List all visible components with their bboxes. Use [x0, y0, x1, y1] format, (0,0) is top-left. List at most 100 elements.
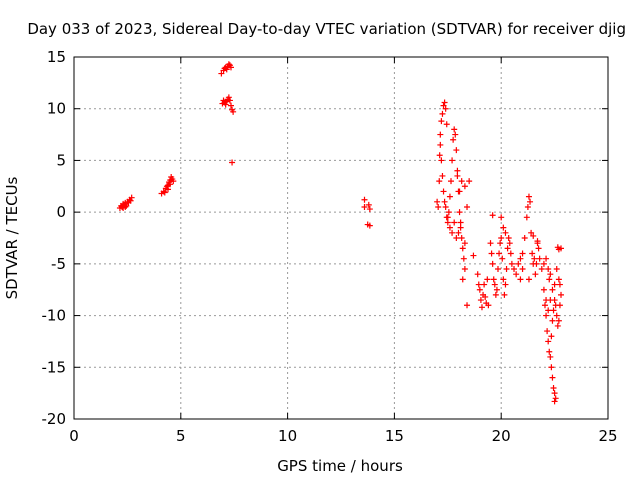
data-point: [546, 276, 553, 283]
data-point: [487, 240, 494, 247]
data-point: [558, 245, 565, 252]
y-tick-label: -5: [51, 255, 66, 273]
x-tick-label: 0: [69, 427, 79, 445]
x-tick-label: 5: [176, 427, 186, 445]
data-point: [485, 302, 492, 309]
data-point: [225, 61, 232, 68]
data-point: [554, 322, 561, 329]
data-point: [500, 224, 507, 231]
chart-title: Day 033 of 2023, Sidereal Day-to-day VTE…: [27, 20, 626, 38]
y-tick-label: -15: [42, 358, 67, 376]
data-point: [229, 159, 236, 166]
data-point: [519, 250, 526, 257]
x-tick-label: 15: [385, 427, 404, 445]
data-point: [123, 202, 130, 209]
data-point: [493, 286, 500, 293]
data-point: [477, 297, 484, 304]
y-axis-label: SDTVAR / TECUs: [3, 176, 21, 299]
data-point: [494, 266, 501, 273]
data-point: [502, 281, 509, 288]
data-point: [517, 255, 524, 262]
data-point: [551, 390, 558, 397]
y-tick-label: 0: [56, 203, 66, 221]
data-point: [538, 266, 545, 273]
data-point: [453, 147, 460, 154]
data-point: [450, 136, 457, 143]
data-point: [541, 302, 548, 309]
data-point: [435, 203, 442, 210]
data-point: [524, 203, 531, 210]
data-point: [443, 121, 450, 128]
y-tick-label: 10: [47, 100, 66, 118]
data-point: [543, 312, 550, 319]
data-point: [170, 178, 177, 185]
data-point: [508, 260, 515, 267]
data-point: [470, 252, 477, 259]
data-point: [441, 99, 448, 106]
data-point: [230, 108, 237, 115]
data-point: [556, 302, 563, 309]
data-point: [222, 101, 229, 108]
data-point: [127, 197, 134, 204]
data-point: [506, 240, 513, 247]
data-point: [361, 203, 368, 210]
data-point: [529, 250, 536, 257]
data-point: [439, 172, 446, 179]
data-point: [226, 97, 233, 104]
data-point: [549, 374, 556, 381]
data-point: [448, 178, 455, 185]
data-point: [550, 384, 557, 391]
data-point: [549, 317, 556, 324]
data-point: [444, 214, 451, 221]
data-point: [555, 276, 562, 283]
data-point: [455, 229, 462, 236]
data-point: [161, 189, 168, 196]
data-point: [227, 64, 234, 71]
data-point: [497, 240, 504, 247]
data-point: [438, 118, 445, 125]
data-point: [484, 276, 491, 283]
data-point: [543, 255, 550, 262]
data-point: [551, 398, 558, 405]
data-point: [547, 271, 554, 278]
data-point: [122, 203, 129, 210]
data-point: [128, 194, 135, 201]
data-point: [530, 232, 537, 239]
data-point: [532, 271, 539, 278]
data-point: [458, 178, 465, 185]
data-point: [457, 224, 464, 231]
data-point: [223, 66, 230, 73]
data-point: [536, 255, 543, 262]
data-point: [503, 266, 510, 273]
data-point: [441, 198, 448, 205]
data-point: [446, 193, 453, 200]
data-point: [498, 235, 505, 241]
data-point: [439, 110, 446, 117]
data-point: [519, 266, 526, 273]
data-point: [454, 172, 461, 179]
data-point: [533, 260, 540, 267]
data-point: [511, 266, 518, 273]
data-point: [502, 229, 509, 236]
data-point: [505, 235, 512, 241]
data-point: [449, 229, 456, 236]
data-point: [445, 209, 452, 216]
data-point: [540, 260, 547, 267]
x-tick-label: 10: [278, 427, 297, 445]
data-point: [552, 395, 559, 402]
data-point: [547, 353, 554, 360]
data-point: [527, 198, 534, 205]
data-point: [548, 333, 555, 340]
data-point: [451, 126, 458, 133]
data-point: [163, 183, 170, 190]
data-point: [453, 235, 460, 241]
data-point: [498, 214, 505, 221]
data-point: [489, 212, 496, 219]
data-point: [549, 286, 556, 293]
data-point: [466, 178, 473, 185]
data-point: [501, 291, 508, 298]
data-point: [517, 276, 524, 283]
data-points: [116, 61, 565, 405]
data-point: [513, 271, 520, 278]
data-point: [528, 229, 535, 236]
